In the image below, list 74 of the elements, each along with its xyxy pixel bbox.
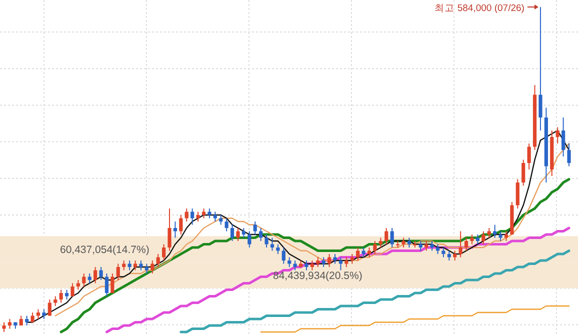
candlestick xyxy=(436,244,440,254)
annotation: 최고 584,000 (07/26) xyxy=(434,3,524,14)
candlestick xyxy=(373,240,377,254)
candlestick xyxy=(48,299,52,316)
candlestick xyxy=(184,208,188,222)
candlestick xyxy=(430,240,434,252)
candlestick xyxy=(504,230,508,242)
candlestick xyxy=(144,263,148,274)
candlestick xyxy=(527,143,531,170)
candlestick xyxy=(36,308,40,320)
candlestick xyxy=(482,230,486,245)
candlestick xyxy=(116,263,120,280)
candlestick xyxy=(190,208,194,226)
candlestick xyxy=(173,221,178,238)
candlestick xyxy=(110,273,114,294)
candlestick xyxy=(162,244,166,261)
candlestick xyxy=(390,228,394,248)
candlestick xyxy=(384,228,388,245)
candlestick xyxy=(538,6,542,131)
candlestick xyxy=(464,237,468,252)
band-label: 84,439,934(20.5%) xyxy=(273,270,362,282)
candlestick xyxy=(213,211,217,222)
candlestick xyxy=(522,159,526,186)
candlestick xyxy=(248,230,252,248)
candlestick xyxy=(304,260,308,271)
candlestick xyxy=(230,224,234,242)
candlestick xyxy=(356,247,360,261)
candlestick xyxy=(378,237,382,248)
candlestick xyxy=(179,214,183,235)
candlestick xyxy=(104,273,109,297)
candlestick xyxy=(253,221,257,235)
band-label: 60,437,054(14.7%) xyxy=(60,244,150,256)
candlestick xyxy=(567,143,571,167)
candlestick xyxy=(2,322,6,332)
candlestick xyxy=(458,230,462,258)
candlestick xyxy=(224,218,228,232)
candlestick xyxy=(42,308,46,320)
candlestick xyxy=(208,208,212,219)
candlestick xyxy=(168,208,172,252)
candlestick xyxy=(25,315,29,326)
candlestick xyxy=(150,260,154,274)
candlestick xyxy=(70,282,74,297)
candlestick xyxy=(447,250,451,261)
candlestick xyxy=(333,254,337,264)
candlestick xyxy=(402,237,406,248)
candlestick xyxy=(338,256,343,271)
candlestick xyxy=(264,234,268,248)
candlestick xyxy=(316,256,320,268)
candlestick xyxy=(453,250,457,261)
candlestick xyxy=(344,256,348,268)
candlestick xyxy=(498,230,502,242)
candlestick xyxy=(328,254,332,268)
candlestick xyxy=(470,234,474,245)
candlestick xyxy=(94,266,98,284)
candlestick xyxy=(276,244,280,254)
candlestick xyxy=(156,254,160,268)
candlestick xyxy=(30,312,34,323)
candlestick xyxy=(282,247,286,264)
candlestick xyxy=(259,228,263,242)
candlestick xyxy=(99,266,103,280)
candlestick xyxy=(288,256,292,268)
candlestick xyxy=(516,178,520,209)
candlestick xyxy=(64,289,69,300)
candlestick xyxy=(139,260,143,271)
candlestick xyxy=(54,296,58,306)
candlestick xyxy=(59,289,63,304)
candlestick xyxy=(561,117,566,157)
candlestick xyxy=(236,228,240,242)
candlestick xyxy=(362,247,366,258)
candlestick xyxy=(196,211,200,222)
candlestick xyxy=(82,273,86,287)
candlestick xyxy=(322,256,326,268)
candlestick xyxy=(556,126,560,144)
candlestick xyxy=(407,237,411,248)
